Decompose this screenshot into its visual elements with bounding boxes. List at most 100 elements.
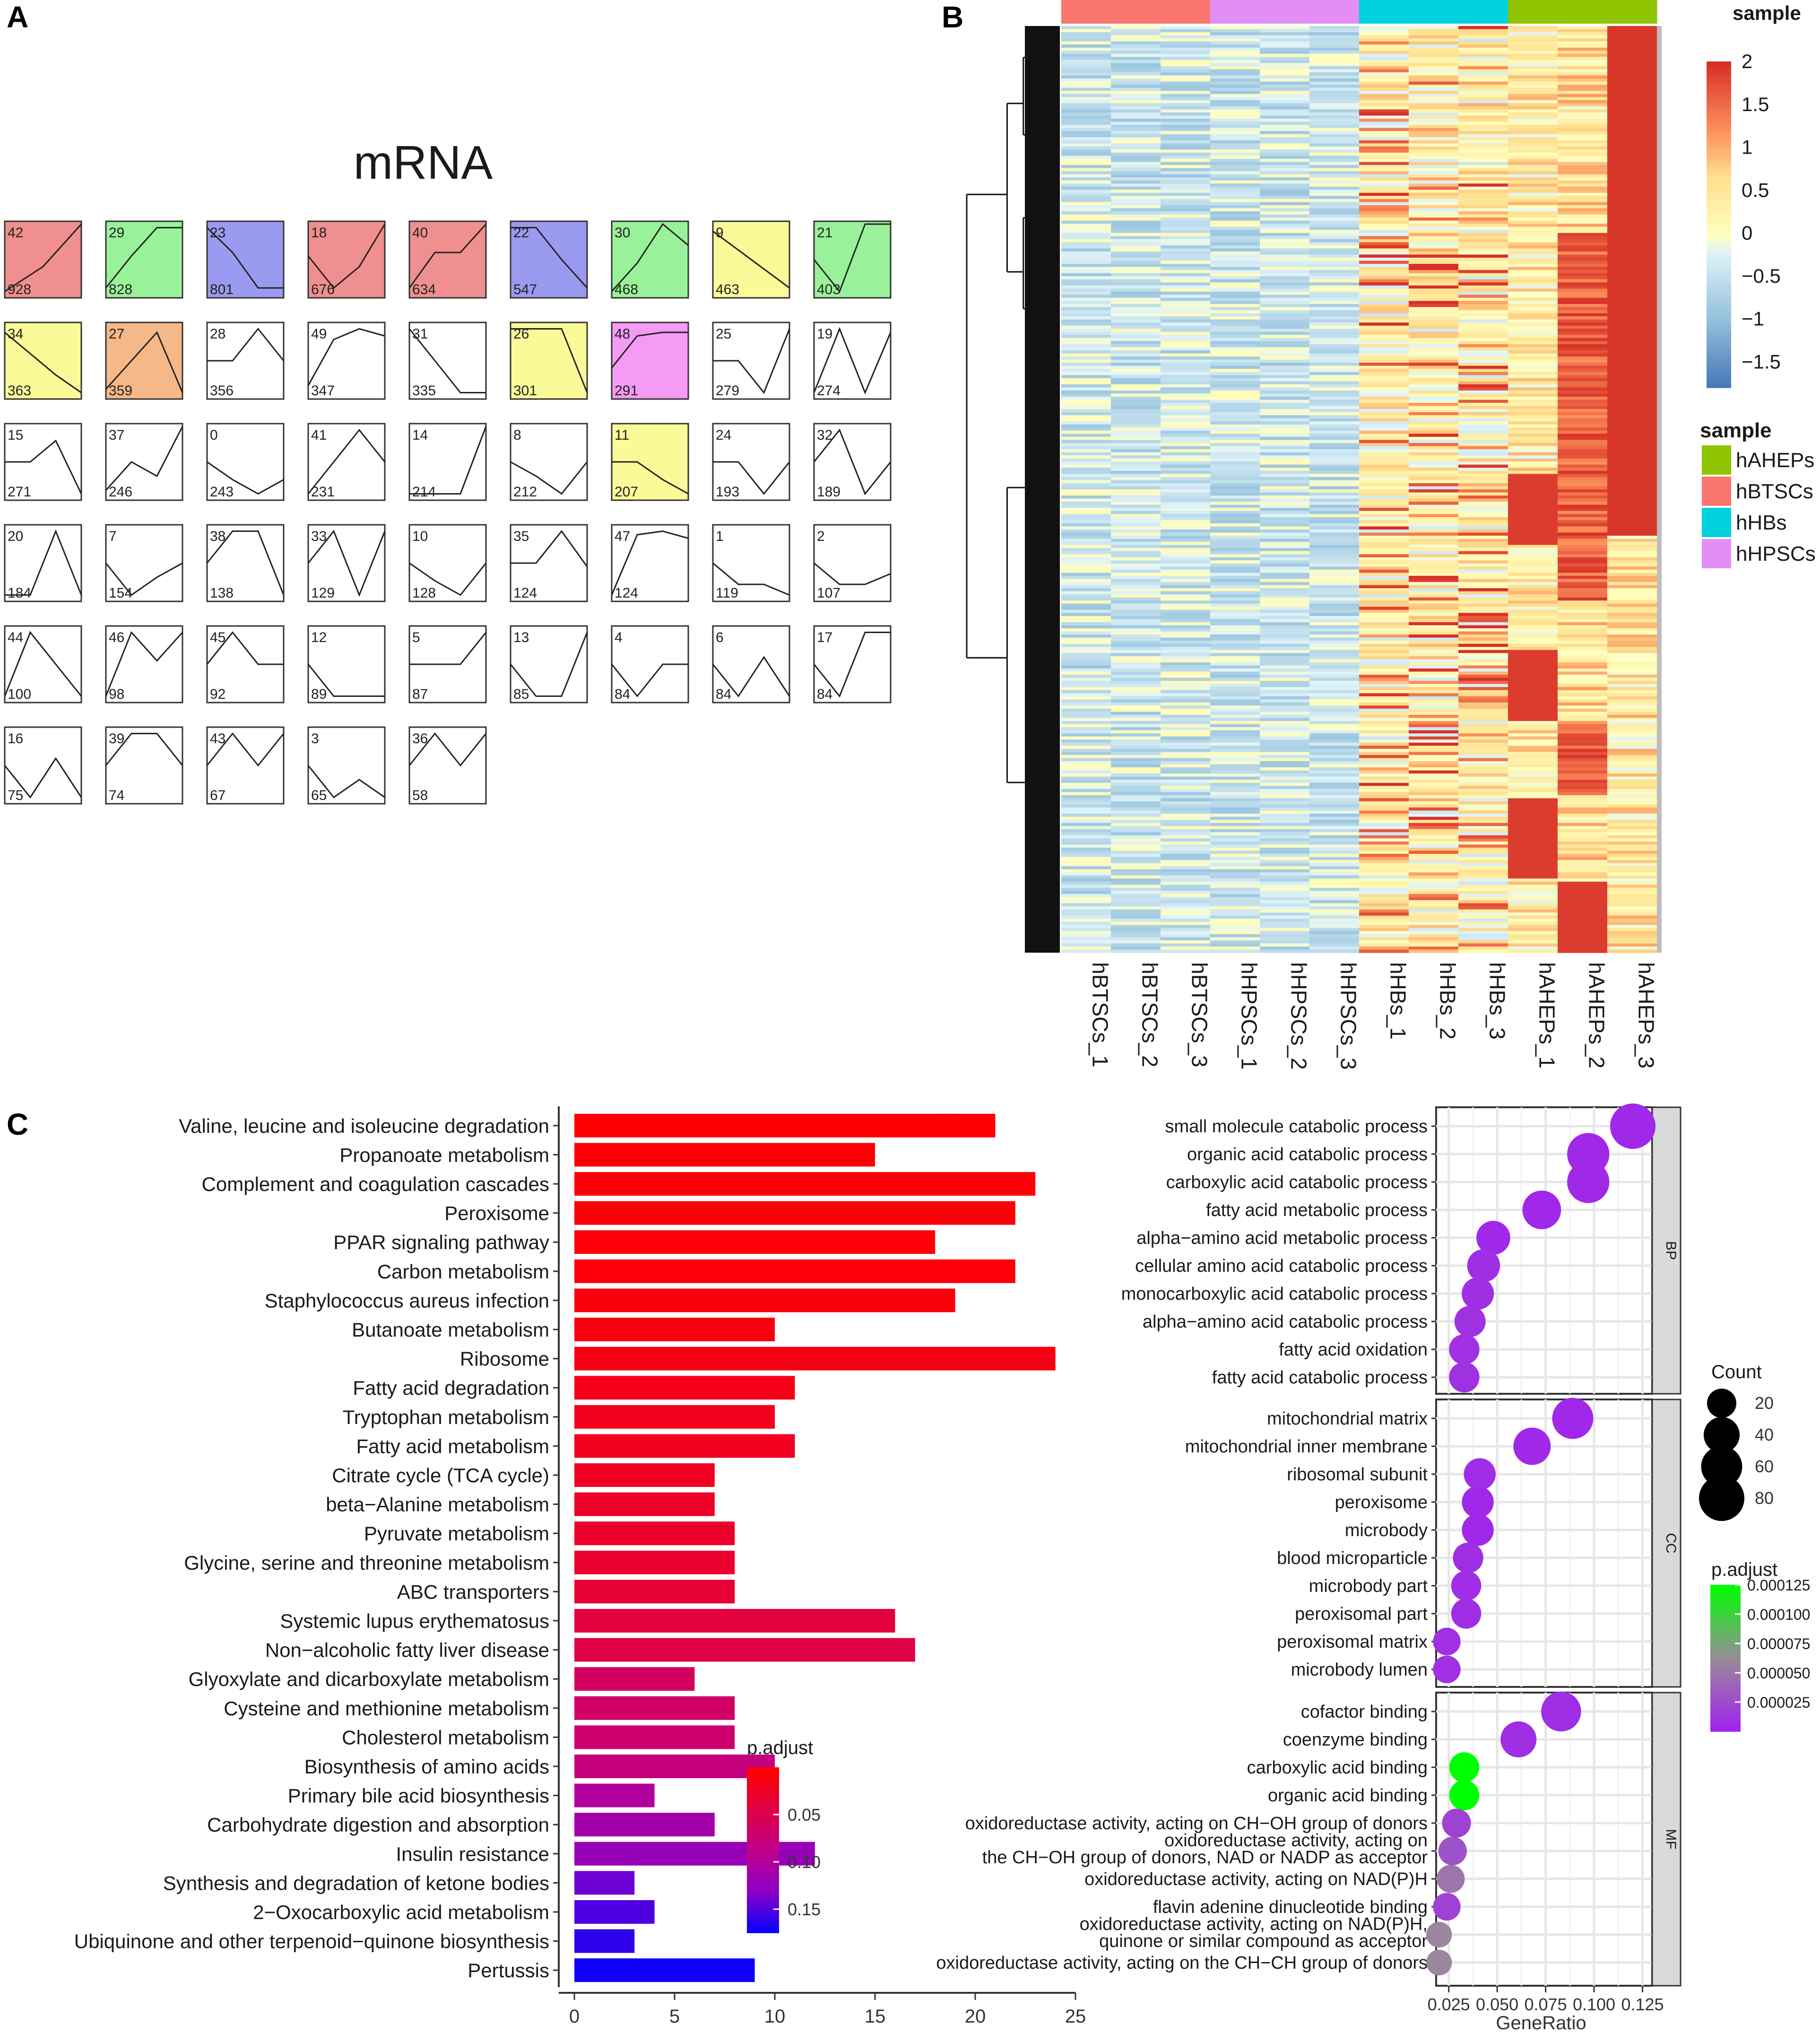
heatmap-cell bbox=[1607, 143, 1657, 147]
d-color-legend-step bbox=[1710, 1687, 1741, 1690]
heatmap-cell bbox=[1260, 878, 1310, 882]
heatmap-cell bbox=[1409, 54, 1459, 57]
heatmap-cell bbox=[1260, 276, 1310, 279]
color-scale-step bbox=[1707, 265, 1731, 269]
heatmap-cell bbox=[1607, 205, 1657, 209]
heatmap-cell bbox=[1210, 594, 1260, 598]
heatmap-cell bbox=[1210, 810, 1260, 814]
heatmap-cell bbox=[1309, 366, 1360, 369]
heatmap-cell bbox=[1161, 261, 1211, 264]
heatmap-cell bbox=[1309, 465, 1360, 468]
heatmap-cell bbox=[1210, 737, 1260, 740]
heatmap-cell bbox=[1558, 378, 1608, 382]
heatmap-cell bbox=[1111, 681, 1161, 684]
c-x-tick-label: 20 bbox=[965, 2006, 986, 2027]
heatmap-cell bbox=[1309, 119, 1360, 122]
heatmap-cell bbox=[1260, 699, 1310, 703]
profile-tile: 587 bbox=[409, 626, 486, 703]
heatmap-cell bbox=[1061, 471, 1111, 474]
heatmap-cell bbox=[1508, 548, 1558, 551]
heatmap-cell bbox=[1260, 412, 1310, 416]
heatmap-cell bbox=[1409, 483, 1459, 487]
heatmap-cell bbox=[1409, 925, 1459, 928]
annotation-cell-hBTSCs bbox=[1111, 0, 1161, 24]
heatmap-cell bbox=[1260, 520, 1310, 523]
heatmap-cell bbox=[1061, 32, 1111, 35]
heatmap-cell bbox=[1359, 650, 1409, 653]
heatmap-cell bbox=[1161, 434, 1211, 437]
profile-id: 10 bbox=[412, 529, 428, 544]
heatmap-cell bbox=[1558, 224, 1608, 227]
heatmap-cell bbox=[1458, 471, 1508, 474]
heatmap-cell bbox=[1309, 727, 1360, 730]
heatmap-cell bbox=[1359, 659, 1409, 662]
heatmap-cell bbox=[1359, 205, 1409, 209]
heatmap-cell bbox=[1061, 387, 1111, 391]
heatmap-cell bbox=[1359, 254, 1409, 258]
heatmap-cell bbox=[1607, 54, 1657, 57]
heatmap-cell bbox=[1607, 477, 1657, 480]
heatmap-cell bbox=[1508, 295, 1558, 298]
color-scale-step bbox=[1707, 212, 1731, 217]
heatmap-cell bbox=[1260, 431, 1310, 434]
heatmap-cell bbox=[1161, 421, 1211, 425]
heatmap-cell bbox=[1061, 532, 1111, 536]
profile-tile: 1119 bbox=[713, 525, 789, 601]
heatmap-cell bbox=[1061, 134, 1111, 138]
profile-gene-count: 212 bbox=[513, 484, 537, 500]
heatmap-cell bbox=[1558, 882, 1608, 885]
heatmap-cell bbox=[1061, 634, 1111, 638]
heatmap-cell bbox=[1260, 499, 1310, 502]
heatmap-cell bbox=[1558, 520, 1608, 523]
heatmap-cell bbox=[1309, 248, 1360, 252]
heatmap-cell bbox=[1260, 338, 1310, 341]
heatmap-cell bbox=[1409, 650, 1459, 653]
heatmap-cell bbox=[1607, 122, 1657, 125]
profile-id: 0 bbox=[210, 427, 218, 443]
heatmap-cell bbox=[1359, 792, 1409, 795]
heatmap-cell bbox=[1061, 335, 1111, 338]
heatmap-cell bbox=[1061, 493, 1111, 496]
c-category-label: PPAR signaling pathway bbox=[333, 1231, 549, 1253]
heatmap-cell bbox=[1111, 387, 1161, 391]
heatmap-cell bbox=[1458, 137, 1508, 140]
heatmap-cell bbox=[1359, 755, 1409, 758]
heatmap-cell bbox=[1309, 783, 1360, 786]
heatmap-cell bbox=[1111, 354, 1161, 357]
heatmap-cell bbox=[1210, 607, 1260, 610]
heatmap-cell bbox=[1061, 217, 1111, 221]
heatmap-cell bbox=[1508, 557, 1558, 561]
heatmap-cell bbox=[1359, 344, 1409, 348]
heatmap-cell bbox=[1309, 254, 1360, 258]
heatmap-cell bbox=[1458, 397, 1508, 400]
heatmap-cell bbox=[1409, 128, 1459, 131]
heatmap-cell bbox=[1210, 703, 1260, 706]
heatmap-cell bbox=[1210, 508, 1260, 511]
heatmap-cell bbox=[1161, 35, 1211, 39]
heatmap-cell bbox=[1111, 421, 1161, 425]
heatmap-cell bbox=[1607, 217, 1657, 221]
heatmap-cell bbox=[1061, 628, 1111, 632]
heatmap-cell bbox=[1210, 119, 1260, 122]
heatmap-cell bbox=[1111, 252, 1161, 255]
heatmap-cell bbox=[1111, 684, 1161, 687]
heatmap-cell bbox=[1558, 526, 1608, 530]
heatmap-cell bbox=[1111, 532, 1161, 536]
heatmap-cell bbox=[1558, 273, 1608, 277]
heatmap-cell bbox=[1409, 523, 1459, 527]
heatmap-cell bbox=[1161, 662, 1211, 666]
heatmap-cell bbox=[1359, 273, 1409, 277]
heatmap-cell bbox=[1061, 835, 1111, 839]
annotation-cell-hAHEPs bbox=[1607, 0, 1657, 24]
heatmap-cell bbox=[1458, 406, 1508, 409]
heatmap-cell bbox=[1558, 288, 1608, 292]
heatmap-cell bbox=[1558, 780, 1608, 783]
heatmap-cell bbox=[1607, 764, 1657, 767]
heatmap-cell bbox=[1409, 230, 1459, 233]
heatmap-cell bbox=[1210, 332, 1260, 335]
heatmap-cell bbox=[1409, 570, 1459, 573]
heatmap-cell bbox=[1359, 804, 1409, 808]
heatmap-cell bbox=[1508, 780, 1558, 783]
heatmap-cell bbox=[1111, 848, 1161, 851]
heatmap-cell bbox=[1409, 520, 1459, 523]
